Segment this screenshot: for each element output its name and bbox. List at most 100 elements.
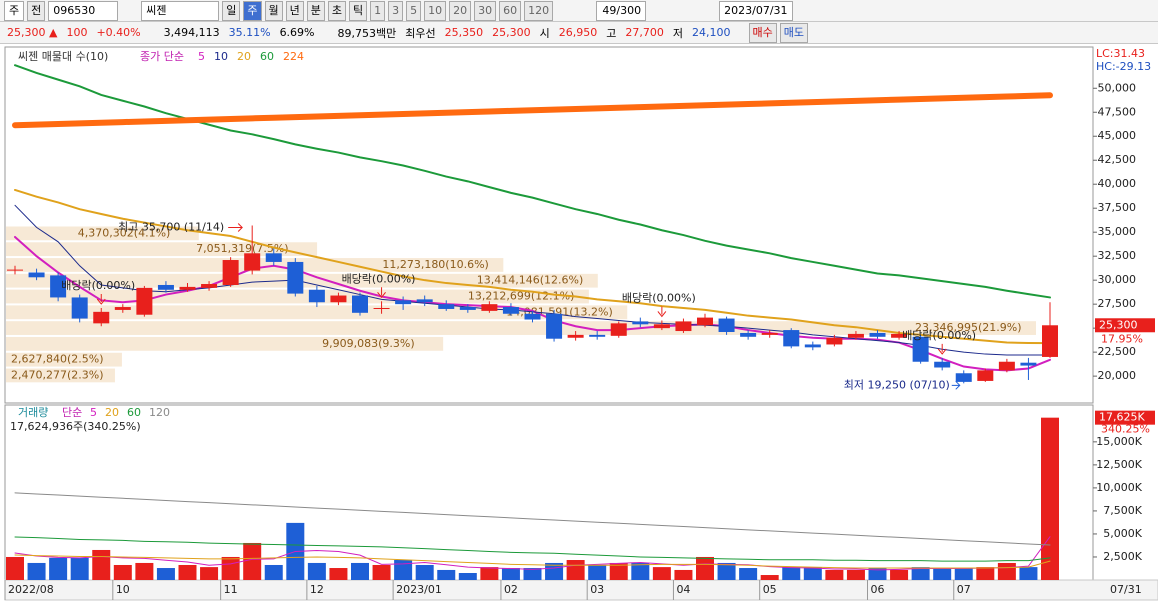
volume-bar bbox=[911, 567, 930, 580]
quote-item: 26,950 bbox=[558, 26, 598, 39]
volume-bar bbox=[6, 556, 24, 580]
count-button[interactable]: 60 bbox=[499, 0, 522, 21]
quote-item: 3,494,113 bbox=[163, 26, 220, 39]
range-input[interactable]: 49/300 bbox=[596, 0, 647, 21]
candle-body bbox=[1020, 362, 1037, 366]
candle-body bbox=[740, 332, 757, 337]
volume-profile-bar bbox=[6, 368, 115, 383]
candle-body bbox=[804, 344, 821, 348]
candle-body bbox=[675, 321, 692, 332]
volume-profile-label: 13,414,146(12.6%) bbox=[477, 274, 584, 287]
order-button[interactable]: 매수 bbox=[748, 22, 777, 43]
count-button[interactable]: 10 bbox=[424, 0, 447, 21]
volume-profile-bar bbox=[6, 226, 199, 241]
legend-label: 단순 bbox=[62, 406, 82, 419]
candle-body bbox=[244, 253, 261, 271]
volume-bar bbox=[221, 556, 240, 580]
volume-summary: 17,624,936주(340.25%) bbox=[10, 420, 141, 433]
candle-body bbox=[847, 333, 864, 338]
legend-entry: 5 bbox=[198, 50, 205, 63]
candle-body bbox=[524, 313, 541, 320]
candle-body bbox=[826, 337, 843, 345]
quote-item: 25,300 ▲ bbox=[7, 26, 58, 39]
y-tick-label: 10,000K bbox=[1096, 481, 1142, 494]
count-button[interactable]: 1 bbox=[370, 0, 386, 21]
x-tick-label: 2023/01 bbox=[396, 583, 442, 596]
legend-entry: 120 bbox=[149, 406, 170, 419]
mode-button[interactable]: 전 bbox=[27, 0, 46, 21]
interval-button[interactable]: 일 bbox=[222, 0, 241, 21]
volume-bar bbox=[674, 569, 693, 580]
y-tick-label: 40,000 bbox=[1098, 177, 1137, 190]
period-select[interactable]: 주 bbox=[4, 0, 25, 21]
y-tick-label: 12,500K bbox=[1096, 458, 1142, 471]
candle-body bbox=[373, 308, 390, 310]
candle-body bbox=[93, 311, 110, 324]
legend-entry: 20 bbox=[105, 406, 119, 419]
order-button[interactable]: 매도 bbox=[779, 22, 808, 43]
y-tick-label: 37,500 bbox=[1098, 201, 1137, 214]
volume-bar bbox=[523, 568, 542, 580]
volume-bar bbox=[846, 569, 865, 580]
candle-body bbox=[697, 317, 713, 326]
volume-bar bbox=[717, 562, 736, 580]
ma-line bbox=[14, 536, 1051, 571]
volume-bar bbox=[264, 564, 283, 580]
high-arrow bbox=[228, 223, 243, 232]
volume-bar bbox=[868, 568, 887, 580]
volume-bar bbox=[178, 564, 197, 580]
volume-bar bbox=[890, 569, 909, 580]
legend-entry: 60 bbox=[127, 406, 141, 419]
volume-profile-label: 2,470,277(2.3%) bbox=[11, 368, 104, 381]
interval-button[interactable]: 년 bbox=[285, 0, 304, 21]
x-end-label: 07/31 bbox=[1110, 583, 1142, 596]
x-tick-label: 02 bbox=[504, 583, 518, 596]
interval-button[interactable]: 초 bbox=[327, 0, 346, 21]
candle-body bbox=[395, 300, 412, 305]
volume-bar bbox=[739, 568, 758, 580]
volume-profile-label: 4,370,302(4.1%) bbox=[78, 226, 171, 239]
x-tick-label: 2022/08 bbox=[8, 583, 54, 596]
interval-button[interactable]: 주 bbox=[243, 0, 262, 21]
ex-dividend-label: 배당락(0.00%) bbox=[622, 291, 696, 304]
interval-button[interactable]: 틱 bbox=[349, 0, 368, 21]
candle-body bbox=[201, 284, 218, 288]
volume-bar bbox=[997, 562, 1016, 580]
volume-panel bbox=[4, 404, 1094, 581]
date-input[interactable]: 2023/07/31 bbox=[719, 0, 793, 21]
candle-body bbox=[157, 284, 174, 290]
legend-title: 씨젠 매물대 수(10) bbox=[18, 50, 108, 63]
volume-bar bbox=[200, 567, 219, 580]
quote-item: 6.69% bbox=[279, 26, 315, 39]
count-button[interactable]: 30 bbox=[474, 0, 497, 21]
code-input[interactable]: 096530 bbox=[48, 0, 119, 21]
volume-profile-bar bbox=[6, 242, 318, 257]
volume-profile-label: 23,346,995(21.9%) bbox=[915, 321, 1022, 334]
candle-body bbox=[977, 370, 994, 381]
interval-button[interactable]: 월 bbox=[264, 0, 283, 21]
ma-line bbox=[14, 492, 1051, 546]
name-input[interactable]: 씨젠 bbox=[141, 0, 220, 21]
candle-body bbox=[459, 307, 476, 310]
volume-bar bbox=[501, 568, 520, 580]
quote-item: 24,100 bbox=[692, 26, 731, 39]
y-tick-label: 22,500 bbox=[1098, 345, 1137, 358]
quote-item: 25,300 bbox=[492, 26, 531, 39]
count-button[interactable]: 120 bbox=[524, 0, 554, 21]
candle-body bbox=[265, 253, 282, 262]
volume-bar bbox=[760, 575, 779, 580]
candle-body bbox=[783, 330, 800, 347]
count-button[interactable]: 20 bbox=[449, 0, 472, 21]
candle-body bbox=[222, 260, 239, 285]
legend-entry: 10 bbox=[214, 50, 228, 63]
volume-bar bbox=[49, 557, 68, 580]
candle-body bbox=[869, 332, 886, 337]
volume-bar bbox=[415, 564, 434, 580]
quote-item: 100 bbox=[66, 26, 88, 39]
volume-profile-bar bbox=[6, 321, 1036, 335]
count-button[interactable]: 3 bbox=[388, 0, 404, 21]
count-button[interactable]: 5 bbox=[406, 0, 422, 21]
lc-label: LC:31.43 bbox=[1096, 47, 1145, 60]
last-volume-label: 17,625K bbox=[1099, 411, 1145, 424]
interval-button[interactable]: 분 bbox=[306, 0, 325, 21]
